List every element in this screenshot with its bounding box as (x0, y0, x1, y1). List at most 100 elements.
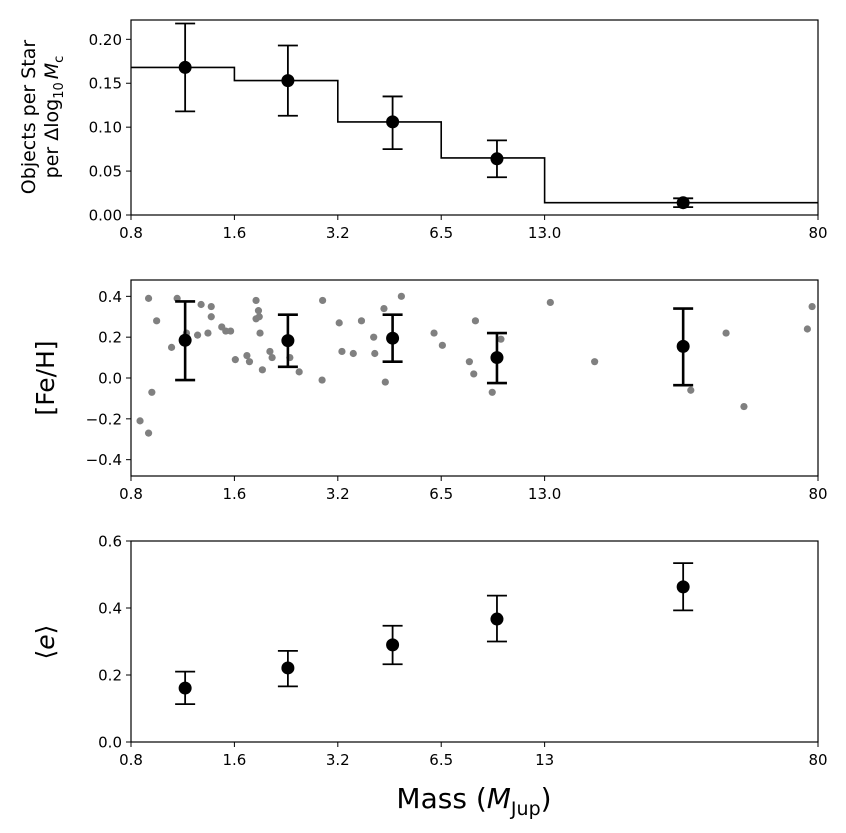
x-tick-label: 3.2 (326, 224, 350, 242)
scatter-point (380, 304, 388, 313)
scatter-point (740, 402, 748, 411)
scatter-point (438, 341, 446, 349)
scatter-point (197, 300, 205, 309)
scatter-point (687, 386, 695, 394)
x-tick-label: 3.2 (326, 751, 350, 769)
data-point (281, 74, 295, 88)
scatter-point (397, 292, 405, 300)
scatter-point (258, 366, 266, 374)
scatter-point (204, 329, 212, 337)
y-tick-label: 0.2 (98, 329, 122, 347)
chart-marks: 0.8 1.6 3.2 6.5 13.0 800.000.050.100.150.200.… (86, 19, 828, 770)
scatter-point (803, 325, 811, 333)
scatter-point (591, 358, 599, 366)
panel3-ylabel: ⟨e⟩ (31, 625, 60, 660)
scatter-point (254, 307, 263, 315)
histogram-step-line (131, 66, 818, 204)
scatter-point (371, 349, 379, 358)
x-tick-label: 80 (808, 224, 827, 242)
scatter-point (319, 296, 327, 305)
scatter-point (136, 417, 144, 425)
panel1-ylabel: Objects per Star (18, 40, 40, 195)
y-tick-label: −0.4 (86, 451, 122, 469)
scatter-point (148, 388, 156, 396)
y-tick-label: 0.00 (89, 207, 122, 225)
x-tick-label: 3.2 (326, 485, 350, 503)
scatter-point (252, 296, 260, 305)
scatter-point (153, 317, 161, 325)
scatter-point (227, 327, 235, 335)
panel2-ylabel: [Fe/H] (31, 340, 60, 415)
y-tick-label: 0.10 (89, 119, 122, 137)
x-tick-label: 13.0 (528, 485, 561, 503)
scatter-point (497, 335, 505, 343)
x-tick-label: 6.5 (429, 751, 453, 769)
axes-frame (130, 19, 819, 216)
y-tick-label: 0.0 (98, 370, 122, 388)
x-tick-label: 0.8 (119, 751, 143, 769)
scatter-point (167, 343, 176, 351)
x-tick-label: 1.6 (222, 485, 246, 503)
x-axis-label: Mass (MJup) (396, 782, 551, 820)
data-point (676, 580, 690, 594)
scatter-point (255, 313, 263, 321)
panel-3: 0.8 1.6 3.2 6.5 13 80 0.0 0.2 0.4 0.6 (98, 533, 827, 770)
data-point (676, 196, 690, 210)
x-tick-label: 13 (535, 751, 554, 769)
y-tick-label: 0.6 (98, 533, 122, 551)
axes-frame (130, 279, 819, 477)
x-tick-label: 1.6 (222, 224, 246, 242)
panel-2: 0.8 1.6 3.2 6.5 13.0 80 −0.4 −0.2 0.0 0.2 0.4 (86, 279, 828, 503)
y-tick-label: 0.20 (89, 31, 122, 49)
scatter-point (193, 331, 202, 339)
data-point (490, 152, 504, 166)
x-tick-label: 1.6 (222, 751, 246, 769)
data-point (178, 60, 192, 74)
panel1-ylabel-line2: per Δlog10Mc (41, 56, 67, 179)
data-point (178, 333, 192, 347)
x-tick-label: 80 (808, 751, 827, 769)
scatter-point (335, 319, 343, 327)
scatter-point (470, 370, 478, 378)
scatter-point (349, 349, 357, 358)
scatter-point (808, 302, 816, 311)
x-tick-label: 0.8 (119, 224, 143, 242)
y-tick-label: 0.05 (89, 163, 122, 181)
x-tick-label: 6.5 (429, 485, 453, 503)
scatter-point (430, 329, 438, 337)
data-point (676, 339, 690, 353)
data-point (490, 351, 504, 365)
data-point (386, 331, 400, 345)
scatter-point (268, 353, 276, 362)
scatter-point (295, 368, 303, 376)
scatter-point (357, 317, 366, 325)
x-tick-label: 80 (808, 485, 827, 503)
scatter-point (245, 358, 254, 366)
scatter-point (207, 313, 215, 321)
y-tick-label: 0.4 (98, 288, 122, 306)
y-tick-label: −0.2 (86, 410, 122, 428)
scatter-point (207, 302, 215, 311)
scatter-point (318, 376, 326, 384)
scatter-point (381, 378, 389, 386)
axes-frame (130, 540, 819, 743)
data-point (281, 334, 295, 348)
scatter-point (338, 347, 346, 356)
scatter-point (370, 333, 378, 341)
x-tick-label: 6.5 (429, 224, 453, 242)
scatter-point (546, 298, 554, 307)
y-tick-label: 0.15 (89, 75, 122, 93)
scatter-point (144, 429, 153, 437)
y-tick-label: 0.4 (98, 600, 122, 618)
scatter-point (256, 329, 264, 337)
panel-1: 0.8 1.6 3.2 6.5 13.0 80 0.00 0.05 0.10 0.15 0.20 (89, 19, 828, 242)
data-point (386, 638, 400, 652)
scatter-point (266, 347, 274, 356)
scatter-point (488, 388, 496, 396)
data-point (178, 681, 192, 695)
x-tick-label: 13.0 (528, 224, 561, 242)
y-tick-label: 0.0 (98, 734, 122, 752)
data-point (490, 612, 504, 626)
scatter-point (722, 329, 730, 337)
